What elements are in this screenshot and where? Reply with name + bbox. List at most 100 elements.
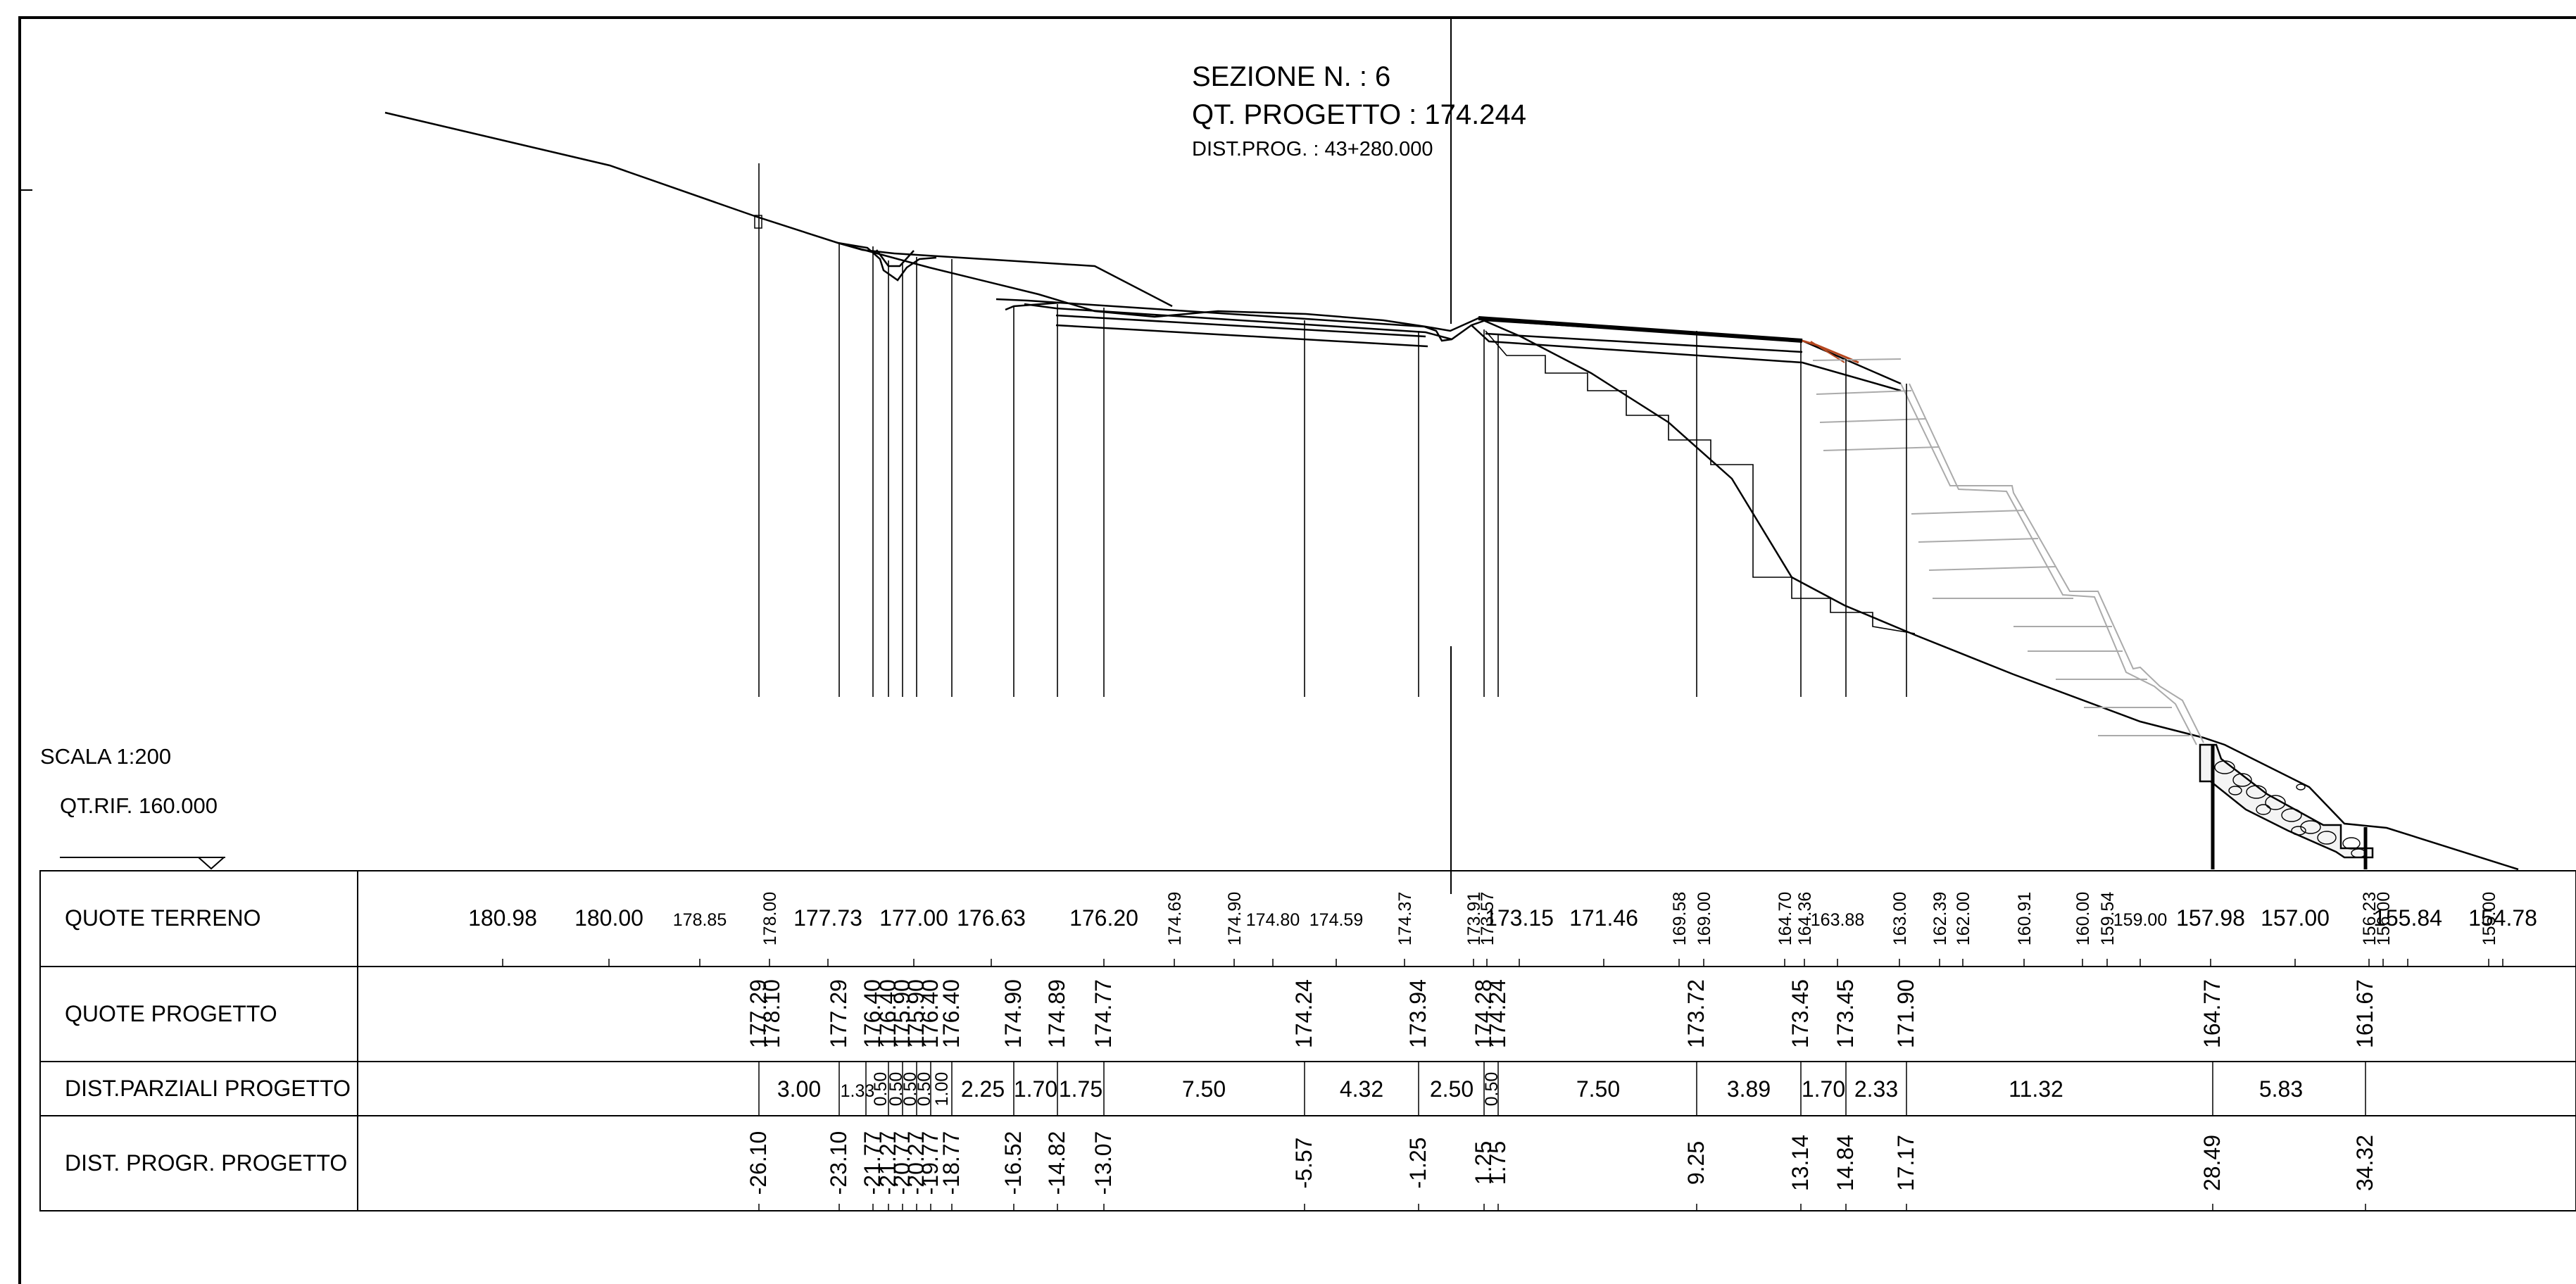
- terrain-elevation: 176.63: [957, 905, 1026, 931]
- partial-distance: 0.50: [871, 1072, 891, 1107]
- partial-distance: 0.50: [1482, 1072, 1502, 1107]
- terrain-elevation: 164.36: [1795, 892, 1815, 945]
- partial-distance: 2.33: [1854, 1076, 1898, 1102]
- toe-posts: [2211, 745, 2368, 869]
- partial-distance-values: 3.00 1.330.500.500.500.501.00 2.25 1.70 1.75…: [758, 1062, 2366, 1116]
- terrain-elevation: 160.91: [2015, 892, 2035, 945]
- partial-distance: 0.50: [915, 1072, 934, 1107]
- reference-elevation-label: QT.RIF. 160.000: [60, 793, 218, 818]
- progressive-distance: -20.27: [903, 1131, 929, 1195]
- progressive-distance: -20.77: [889, 1131, 915, 1195]
- partial-distance: 7.50: [1576, 1076, 1620, 1102]
- terrain-elevation: 176.20: [1069, 905, 1138, 931]
- progressive-distance: -18.77: [938, 1131, 964, 1195]
- reference-marker: [60, 857, 225, 870]
- partial-distance: 3.00: [777, 1076, 821, 1102]
- partial-distance: 1.70: [1014, 1076, 1057, 1102]
- rock-protection: [2199, 743, 2374, 859]
- terrain-elevation: 159.54: [2098, 892, 2118, 946]
- project-elevation: 161.67: [2352, 979, 2377, 1048]
- progressive-distance: 1.25: [1471, 1141, 1496, 1185]
- progressive-distance: -21.77: [860, 1131, 885, 1195]
- progressive-distance: -13.07: [1091, 1131, 1116, 1195]
- project-elevation: 173.72: [1683, 979, 1709, 1048]
- terrain-values: 180.98 180.00 178.85 178.00 177.73 177.00 176.…: [468, 892, 2537, 967]
- project-elevation-label: QT. PROGETTO : 174.244: [1192, 99, 1526, 130]
- terrain-elevation: 174.37: [1395, 892, 1415, 945]
- terrain-elevation: 178.85: [673, 910, 727, 930]
- project-elevation: 178.10: [759, 979, 784, 1048]
- terrain-elevation: 174.80: [1246, 910, 1300, 930]
- terrain-elevation: 177.73: [793, 905, 862, 931]
- terrain-elevation: 163.00: [1890, 892, 1910, 945]
- partial-distance: 4.32: [1340, 1076, 1383, 1102]
- excavation-steps: [1485, 330, 1916, 634]
- progressive-distance: 9.25: [1683, 1141, 1709, 1185]
- terrain-elevation: 173.57: [1478, 892, 1497, 945]
- terrain-elevation: 157.98: [2176, 905, 2245, 931]
- terrain-elevation: 162.00: [1954, 892, 1973, 945]
- data-table-grid: [39, 870, 2576, 1211]
- terrain-elevation: 159.00: [2113, 910, 2167, 930]
- terrain-elevation: 169.58: [1670, 892, 1690, 945]
- project-elevation: 173.94: [1405, 979, 1431, 1048]
- progressive-distance: 17.17: [1893, 1135, 1918, 1191]
- partial-distance: 1.75: [1059, 1076, 1102, 1102]
- terrain-elevation: 162.39: [1930, 892, 1950, 945]
- terrain-elevation: 174.59: [1309, 910, 1363, 930]
- partial-distance: 2.50: [1430, 1076, 1474, 1102]
- terrain-elevation: 178.00: [760, 892, 780, 945]
- project-elevation: 171.90: [1893, 979, 1918, 1048]
- progressive-distance: 1.75: [1485, 1141, 1510, 1185]
- terrain-elevation: 163.88: [1811, 910, 1864, 930]
- partial-distance: 3.89: [1727, 1076, 1771, 1102]
- project-elevation: 164.77: [2199, 979, 2225, 1048]
- progressive-distance: -1.25: [1405, 1138, 1431, 1189]
- project-elevation: 175.90: [903, 979, 929, 1048]
- road-structure: [837, 241, 1902, 392]
- project-elevation: 177.29: [746, 979, 771, 1048]
- progressive-distance: -23.10: [826, 1131, 851, 1195]
- project-elevation: 174.89: [1044, 979, 1069, 1048]
- terrain-elevation: 177.00: [879, 905, 948, 931]
- project-elevation: 174.90: [1000, 979, 1026, 1048]
- progressive-distance: -14.82: [1044, 1131, 1069, 1195]
- terrain-elevation: 180.98: [468, 905, 537, 931]
- terrain-elevation: 173.15: [1485, 905, 1554, 931]
- partial-distance: 2.25: [961, 1076, 1005, 1102]
- terrain-elevation: 155.00: [2480, 892, 2499, 945]
- project-elevation: 176.40: [860, 979, 885, 1048]
- terrain-elevation: 156.23: [2360, 892, 2380, 945]
- section-label: SEZIONE N. : 6: [1192, 61, 1390, 92]
- progressive-distance: 28.49: [2199, 1135, 2225, 1191]
- project-elevation: 176.40: [917, 979, 943, 1048]
- progressive-distance: -16.52: [1000, 1131, 1026, 1195]
- terrain-elevation: 157.00: [2261, 905, 2330, 931]
- terrain-elevation: 156.00: [2374, 892, 2394, 945]
- terrain-elevation: 169.00: [1695, 892, 1714, 945]
- vertical-ref-lines: [758, 163, 1907, 697]
- terrain-elevation: 160.00: [2073, 892, 2093, 945]
- rock-stones: [2214, 760, 2366, 858]
- partial-distance: 11.32: [2009, 1076, 2063, 1102]
- progressive-distance: -26.10: [746, 1131, 771, 1195]
- progressive-distance-values: -26.10 -23.10 -21.77-21.27-20.77-20.27-19.…: [746, 1131, 2377, 1211]
- project-elevation: 173.45: [1788, 979, 1813, 1048]
- project-elevation: 176.40: [875, 979, 900, 1048]
- progressive-distance: 34.32: [2352, 1135, 2377, 1191]
- partial-distance: 1.33: [841, 1081, 875, 1101]
- fence-post: [754, 215, 762, 229]
- progressive-distance: 13.14: [1788, 1135, 1813, 1191]
- terrain-elevation: 171.46: [1569, 905, 1638, 931]
- terrain-elevation: 154.78: [2468, 905, 2537, 931]
- row-label-partial: DIST.PARZIALI PROGETTO: [65, 1076, 351, 1101]
- progressive-distance: 14.84: [1833, 1135, 1858, 1191]
- sheet-border: [18, 16, 2576, 1284]
- terrain-elevation: 174.90: [1225, 892, 1245, 945]
- progressive-distance: -5.57: [1291, 1138, 1317, 1189]
- terrain-elevation: 180.00: [574, 905, 643, 931]
- project-elevation: 174.24: [1291, 979, 1317, 1048]
- partial-distance: 1.00: [932, 1072, 952, 1107]
- project-elevation: 174.77: [1091, 979, 1116, 1048]
